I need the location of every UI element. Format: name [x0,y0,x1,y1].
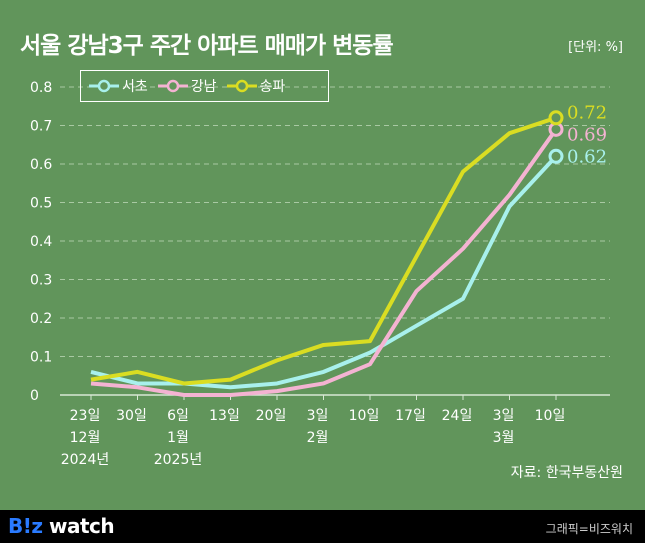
legend-item: 강남 [157,76,217,96]
unit-label: [단위: %] [568,40,623,55]
x-tick-label: 1월 [167,430,189,446]
source-label: 자료: 한국부동산원 [510,465,623,481]
y-tick-label: 0 [30,388,39,404]
chart-title: 서울 강남3구 주간 아파트 매매가 변동률 [20,33,394,59]
x-tick-label: 12월 [70,430,101,446]
graphic-credit: 그래픽=비즈워치 [545,522,633,536]
y-tick-label: 0.8 [30,80,52,96]
footer-bar: B!z watch 그래픽=비즈워치 [0,510,645,543]
legend-label: 강남 [190,79,217,95]
x-tick-label: 23일 [70,408,101,424]
x-tick-label: 20일 [256,408,287,424]
end-value-label: 0.62 [567,147,607,168]
legend-label: 송파 [259,79,286,95]
x-tick-label: 17일 [395,408,426,424]
x-tick-label: 10일 [349,408,380,424]
legend-marker-icon [157,79,188,93]
x-tick-label: 13일 [209,408,240,424]
line-chart: 0 0.1 0.2 0.3 0.4 0.5 0.6 0.7 0.8 23일 12월 2024년 30일 6… [30,80,610,468]
y-tick-label: 0.3 [30,273,52,289]
legend-marker-icon [226,79,257,93]
end-value-label: 0.69 [567,125,607,146]
x-tick-label: 2025년 [154,452,203,468]
end-marker [548,148,564,164]
legend-marker-icon [89,79,119,93]
y-tick-label: 0.4 [30,234,52,250]
x-tick-label: 2월 [307,430,329,446]
y-tick-label: 0.6 [30,157,52,173]
legend-item: 서초 [89,76,148,96]
x-tick-label: 2024년 [61,452,110,468]
x-tick-label: 3월 [493,430,515,446]
legend: 서초 강남 송파 [80,70,329,102]
series-line-서초 [90,154,558,390]
y-tick-label: 0.2 [30,311,52,327]
x-tick-label: 3일 [493,408,515,424]
end-marker [548,110,564,126]
legend-item: 송파 [226,76,286,96]
x-tick-label: 10일 [535,408,566,424]
x-tick-label: 3일 [307,408,329,424]
end-value-label: 0.72 [567,103,607,124]
legend-label: 서초 [122,79,148,95]
series-line-송파 [90,115,557,386]
y-tick-label: 0.7 [30,119,52,135]
bizwatch-logo: B!z watch [8,514,115,538]
y-tick-label: 0.5 [30,196,52,212]
series-line-강남 [90,128,558,397]
x-tick-label: 24일 [442,408,473,424]
x-tick-label: 30일 [116,408,147,424]
x-tick-label: 6일 [167,408,189,424]
y-tick-label: 0.1 [30,350,52,366]
